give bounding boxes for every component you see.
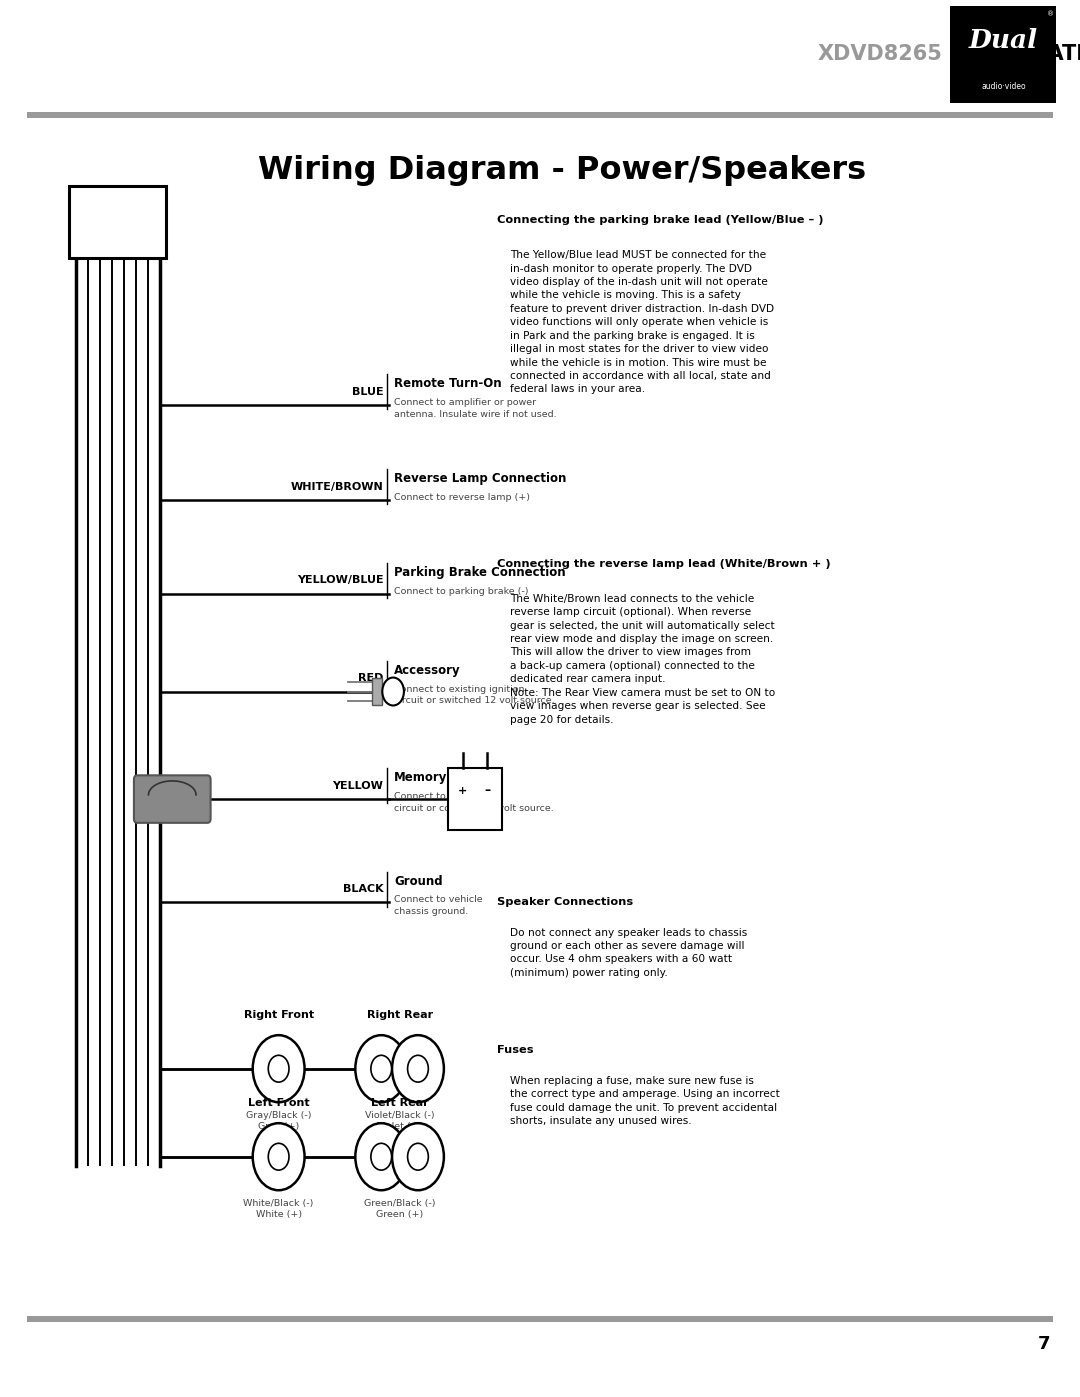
Text: WHITE/BROWN: WHITE/BROWN bbox=[291, 482, 383, 492]
Text: audio·video: audio·video bbox=[981, 82, 1026, 91]
Text: Connect to vehicle
chassis ground.: Connect to vehicle chassis ground. bbox=[394, 895, 483, 916]
Text: 7: 7 bbox=[1037, 1336, 1050, 1352]
Text: Dual: Dual bbox=[969, 28, 1038, 53]
Text: Connect to battery
circuit or constant 12 volt source.: Connect to battery circuit or constant 1… bbox=[394, 792, 554, 813]
FancyBboxPatch shape bbox=[134, 775, 211, 823]
Circle shape bbox=[392, 1123, 444, 1190]
Text: YELLOW: YELLOW bbox=[333, 781, 383, 791]
Text: Accessory: Accessory bbox=[394, 664, 461, 676]
Text: Speaker Connections: Speaker Connections bbox=[497, 897, 633, 907]
Circle shape bbox=[392, 1035, 444, 1102]
Text: Right Front: Right Front bbox=[244, 1010, 313, 1020]
Text: Violet/Black (-)
Violet (+): Violet/Black (-) Violet (+) bbox=[365, 1111, 434, 1130]
Circle shape bbox=[268, 1143, 289, 1171]
Text: ®: ® bbox=[1047, 11, 1054, 17]
Circle shape bbox=[355, 1123, 407, 1190]
Text: Left Rear: Left Rear bbox=[370, 1098, 429, 1108]
FancyBboxPatch shape bbox=[950, 6, 1056, 103]
Text: Remote Turn-On: Remote Turn-On bbox=[394, 377, 502, 390]
Circle shape bbox=[382, 678, 404, 705]
Text: Wiring Diagram - Power/Speakers: Wiring Diagram - Power/Speakers bbox=[257, 155, 866, 186]
Circle shape bbox=[253, 1035, 305, 1102]
Text: Gray/Black (-)
Gray (+): Gray/Black (-) Gray (+) bbox=[246, 1111, 311, 1130]
Text: Connect to amplifier or power
antenna. Insulate wire if not used.: Connect to amplifier or power antenna. I… bbox=[394, 398, 557, 419]
Text: Connect to reverse lamp (+): Connect to reverse lamp (+) bbox=[394, 493, 530, 502]
Text: Do not connect any speaker leads to chassis
ground or each other as severe damag: Do not connect any speaker leads to chas… bbox=[510, 928, 747, 978]
Bar bbox=[372, 678, 382, 705]
Circle shape bbox=[407, 1143, 429, 1171]
Bar bbox=[448, 768, 502, 830]
Text: BLUE: BLUE bbox=[352, 387, 383, 397]
Circle shape bbox=[355, 1035, 407, 1102]
Text: Left Front: Left Front bbox=[247, 1098, 310, 1108]
Text: Memory: Memory bbox=[394, 771, 447, 784]
Text: +: + bbox=[458, 785, 468, 796]
Circle shape bbox=[268, 1055, 289, 1083]
Text: Connecting the parking brake lead (Yellow/Blue – ): Connecting the parking brake lead (Yello… bbox=[497, 215, 823, 225]
Text: Connecting the reverse lamp lead (White/Brown + ): Connecting the reverse lamp lead (White/… bbox=[497, 559, 831, 569]
Circle shape bbox=[370, 1143, 392, 1171]
Text: Connect to parking brake (-): Connect to parking brake (-) bbox=[394, 587, 529, 595]
FancyBboxPatch shape bbox=[69, 186, 166, 258]
Circle shape bbox=[253, 1123, 305, 1190]
Text: White/Black (-)
White (+): White/Black (-) White (+) bbox=[243, 1199, 314, 1218]
Text: BLACK: BLACK bbox=[342, 884, 383, 894]
Text: Reverse Lamp Connection: Reverse Lamp Connection bbox=[394, 472, 567, 485]
Text: YELLOW/BLUE: YELLOW/BLUE bbox=[297, 576, 383, 585]
Text: Green/Black (-)
Green (+): Green/Black (-) Green (+) bbox=[364, 1199, 435, 1218]
Text: Ground: Ground bbox=[394, 875, 443, 887]
Circle shape bbox=[407, 1055, 429, 1083]
Bar bbox=[27, 1316, 1053, 1322]
Text: The White/Brown lead connects to the vehicle
reverse lamp circuit (optional). Wh: The White/Brown lead connects to the veh… bbox=[510, 594, 775, 725]
Text: –: – bbox=[484, 784, 490, 798]
Text: Connect to existing ignition
circuit or switched 12 volt source.: Connect to existing ignition circuit or … bbox=[394, 685, 555, 705]
Text: XDVD8265: XDVD8265 bbox=[818, 45, 943, 64]
Text: Right Rear: Right Rear bbox=[366, 1010, 433, 1020]
Bar bbox=[27, 112, 1053, 119]
Text: RED: RED bbox=[359, 673, 383, 683]
Text: When replacing a fuse, make sure new fuse is
the correct type and amperage. Usin: When replacing a fuse, make sure new fus… bbox=[510, 1076, 780, 1126]
Text: Fuses: Fuses bbox=[497, 1045, 534, 1055]
Circle shape bbox=[370, 1055, 392, 1083]
Text: Parking Brake Connection: Parking Brake Connection bbox=[394, 566, 566, 578]
Text: The Yellow/Blue lead MUST be connected for the
in-dash monitor to operate proper: The Yellow/Blue lead MUST be connected f… bbox=[510, 250, 774, 394]
Text: INSTALLATION: INSTALLATION bbox=[945, 45, 1080, 64]
